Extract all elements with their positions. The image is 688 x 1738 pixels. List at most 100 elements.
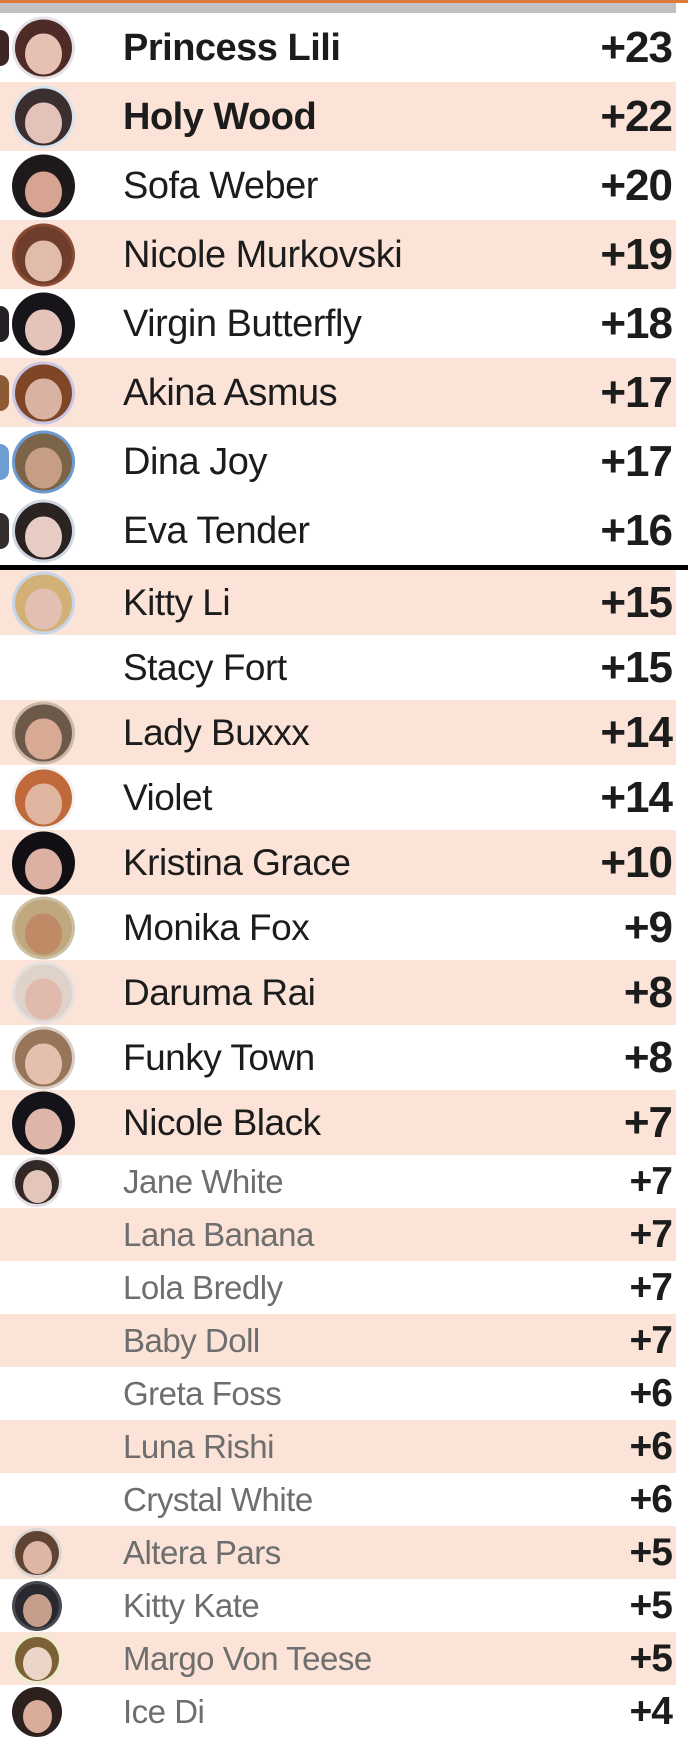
leaderboard-row[interactable]: Luna Rishi +6 <box>0 1420 676 1473</box>
score-value: +7 <box>629 1319 673 1362</box>
leaderboard-row[interactable]: Kristina Grace +10 <box>0 830 676 895</box>
leaderboard-row[interactable]: Greta Foss +6 <box>0 1367 676 1420</box>
model-name: Stacy Fort <box>123 647 287 688</box>
model-name: Jane White <box>123 1163 284 1200</box>
avatar <box>12 701 75 764</box>
score-value: +6 <box>629 1425 673 1468</box>
leaderboard-row[interactable]: Akina Asmus +17 <box>0 358 676 427</box>
leaderboard-row[interactable]: Stacy Fort +15 <box>0 635 676 700</box>
model-name: Ice Di <box>123 1693 205 1730</box>
score-value: +7 <box>629 1213 673 1256</box>
leaderboard-row[interactable]: Kitty Li +15 <box>0 570 676 635</box>
avatar <box>12 961 75 1024</box>
avatar <box>12 499 75 562</box>
model-name: Margo Von Teese <box>123 1640 372 1677</box>
leaderboard-row[interactable]: Funky Town +8 <box>0 1025 676 1090</box>
model-name: Greta Foss <box>123 1375 282 1412</box>
leaderboard-row[interactable]: Dina Joy +17 <box>0 427 676 496</box>
avatar <box>12 831 75 894</box>
score-value: +5 <box>629 1637 673 1680</box>
score-value: +15 <box>600 577 673 627</box>
avatar-face <box>25 240 62 282</box>
model-name: Luna Rishi <box>123 1428 274 1465</box>
leaderboard-row[interactable]: Altera Pars +5 <box>0 1526 676 1579</box>
avatar-face <box>25 718 62 760</box>
avatar <box>12 571 75 634</box>
cropped-edge-avatar-fragment <box>0 29 9 66</box>
leaderboard-row[interactable]: Jane White +7 <box>0 1155 676 1208</box>
score-value: +10 <box>600 837 673 887</box>
avatar <box>12 1580 62 1631</box>
leaderboard-row[interactable]: Baby Doll +7 <box>0 1314 676 1367</box>
avatar <box>12 292 75 355</box>
model-name: Kristina Grace <box>123 842 351 883</box>
score-value: +23 <box>600 22 673 72</box>
avatar-face <box>22 1700 52 1733</box>
model-name: Kitty Li <box>123 582 231 623</box>
model-name: Eva Tender <box>123 509 310 552</box>
score-value: +17 <box>600 367 673 417</box>
score-value: +6 <box>629 1372 673 1415</box>
leaderboard-row[interactable]: Holy Wood +22 <box>0 82 676 151</box>
leaderboard-row[interactable]: Ice Di +4 <box>0 1685 676 1738</box>
avatar-face <box>25 378 62 420</box>
avatar <box>12 430 75 493</box>
model-name: Altera Pars <box>123 1534 281 1571</box>
avatar-face <box>25 848 62 890</box>
score-value: +15 <box>600 642 673 692</box>
leaderboard-list: Princess Lili +23 Holy Wood +22 Sofa Weber +2… <box>0 13 688 1738</box>
model-name: Nicole Murkovski <box>123 233 403 276</box>
score-value: +14 <box>600 707 673 757</box>
score-value: +8 <box>623 1032 673 1082</box>
model-name: Violet <box>123 777 212 818</box>
model-name: Lana Banana <box>123 1216 314 1253</box>
model-name: Crystal White <box>123 1481 313 1518</box>
leaderboard-row[interactable]: Kitty Kate +5 <box>0 1579 676 1632</box>
leaderboard-row[interactable]: Daruma Rai +8 <box>0 960 676 1025</box>
avatar-face <box>25 516 62 558</box>
model-name: Akina Asmus <box>123 371 338 414</box>
avatar-face <box>25 913 62 955</box>
leaderboard-row[interactable]: Monika Fox +9 <box>0 895 676 960</box>
model-name: Princess Lili <box>123 26 341 69</box>
score-value: +19 <box>600 229 673 279</box>
leaderboard-row[interactable]: Eva Tender +16 <box>0 496 676 565</box>
avatar-face <box>25 171 62 213</box>
leaderboard-row[interactable]: Lola Bredly +7 <box>0 1261 676 1314</box>
model-name: Monika Fox <box>123 907 310 948</box>
cutoff-divider <box>0 565 688 570</box>
leaderboard-row[interactable]: Nicole Murkovski +19 <box>0 220 676 289</box>
leaderboard-row[interactable]: Lana Banana +7 <box>0 1208 676 1261</box>
leaderboard-row[interactable]: Crystal White +6 <box>0 1473 676 1526</box>
avatar-face <box>22 1647 52 1680</box>
model-name: Daruma Rai <box>123 972 316 1013</box>
score-value: +7 <box>629 1160 673 1203</box>
model-name: Baby Doll <box>123 1322 260 1359</box>
avatar <box>12 85 75 148</box>
model-name: Lady Buxxx <box>123 712 310 753</box>
leaderboard-row[interactable]: Margo Von Teese +5 <box>0 1632 676 1685</box>
avatar-face <box>25 588 62 630</box>
cropped-edge-avatar-fragment <box>0 512 9 549</box>
leaderboard-row[interactable]: Lady Buxxx +14 <box>0 700 676 765</box>
score-value: +6 <box>629 1478 673 1521</box>
leaderboard-row[interactable]: Violet +14 <box>0 765 676 830</box>
score-value: +7 <box>623 1097 673 1147</box>
score-value: +9 <box>623 902 673 952</box>
score-value: +20 <box>600 160 673 210</box>
model-name: Sofa Weber <box>123 164 318 207</box>
leaderboard-row[interactable]: Princess Lili +23 <box>0 13 676 82</box>
leaderboard-row[interactable]: Nicole Black +7 <box>0 1090 676 1155</box>
score-value: +7 <box>629 1266 673 1309</box>
avatar <box>12 1026 75 1089</box>
score-value: +16 <box>600 505 673 555</box>
leaderboard-row[interactable]: Sofa Weber +20 <box>0 151 676 220</box>
avatar <box>12 896 75 959</box>
avatar <box>12 1091 75 1154</box>
avatar-face <box>22 1541 52 1574</box>
avatar-face <box>22 1170 52 1203</box>
model-name: Holy Wood <box>123 95 317 138</box>
cropped-edge-avatar-fragment <box>0 374 9 411</box>
leaderboard-row[interactable]: Virgin Butterfly +18 <box>0 289 676 358</box>
avatar <box>12 1527 62 1578</box>
